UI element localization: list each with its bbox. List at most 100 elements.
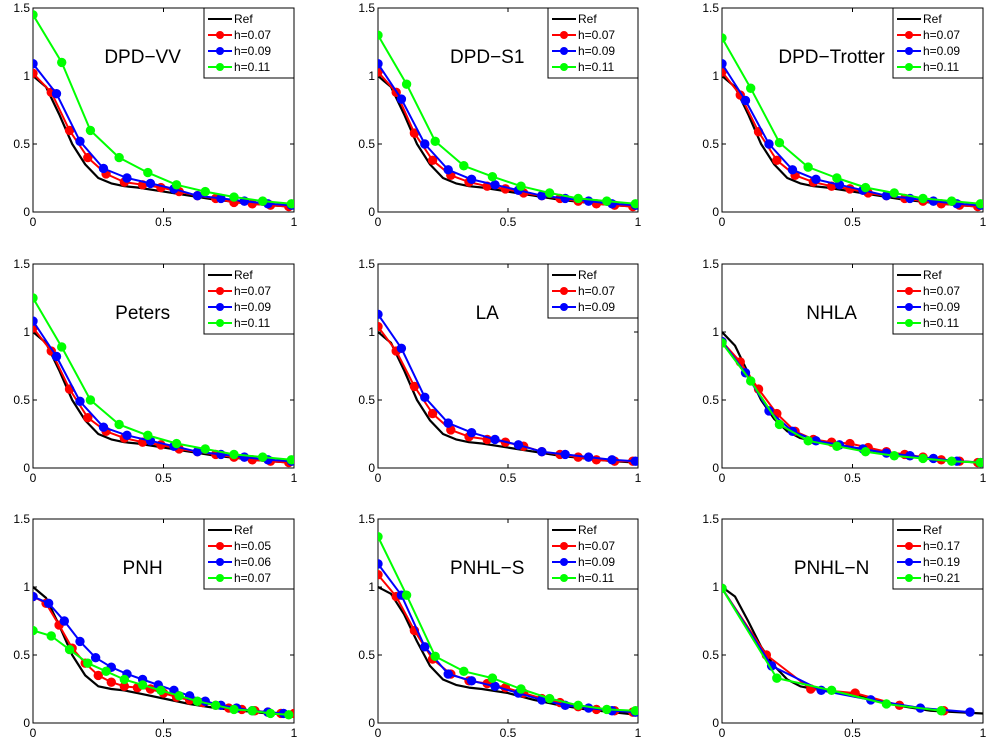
series-h-0-11-point [803,436,813,446]
legend-label: h=0.11 [234,316,270,330]
y-tick-label: 1 [23,325,30,339]
series-h-0-09-point [490,180,500,190]
series-h-0-09-point [490,434,500,445]
series-h-0-11-line [33,297,292,461]
x-tick-label: 1 [291,726,298,740]
series-h-0-11-point [459,161,469,171]
series-h-0-11-point [257,452,268,462]
plot-area [33,293,294,468]
legend-marker [216,542,224,550]
series-h-0-09-point [583,452,594,462]
series-h-0-07-point [119,674,130,685]
legend: Ref h=0.07 h=0.09 h=0.11 [203,263,295,335]
series-h-0-11-point [286,455,294,465]
legend-marker [216,303,224,311]
series-h-0-11-point [430,651,440,662]
panel-title: NHLA [806,303,857,324]
series-h-0-07-point [156,685,166,696]
series-h-0-11-point [85,395,96,405]
series-h-0-09-point [722,59,727,69]
legend-marker [905,287,913,295]
series-h-0-11-point [459,666,469,677]
legend-label: h=0.09 [923,44,960,58]
legend: Ref h=0.07 h=0.09 h=0.11 [892,263,984,335]
series-h-0-09-point [420,392,430,402]
legend-label: h=0.06 [234,555,271,569]
series-h-0-07-point [247,706,257,716]
y-tick-label: 1.5 [702,1,719,15]
series-h-0-11-line [722,37,981,205]
series-h-0-05-point [93,670,103,681]
legend-marker [560,287,568,295]
y-tick-label: 1 [368,325,375,339]
series-h-0-09-point [51,351,62,362]
series-h-0-11-line [378,536,636,712]
legend: Ref h=0.07 h=0.09 h=0.11 [203,7,295,79]
legend-marker [216,558,224,566]
series-h-0-09-point [75,136,85,146]
plot-area [722,33,983,212]
series-h-0-09-point [122,173,132,183]
series-h-0-09-point [420,642,430,652]
series-h-0-21-point [772,673,782,683]
legend-label: h=0.11 [234,60,270,74]
legend-marker [905,574,913,582]
plot-area [33,586,294,720]
x-tick-label: 0.5 [155,726,172,740]
legend-label: Ref [578,523,597,537]
series-h-0-11-point [746,376,756,386]
series-h-0-07-point [772,155,782,166]
series-h-0-11-line [33,14,292,205]
series-h-0-09-point [537,446,547,457]
y-tick-label: 1.5 [702,512,719,526]
series-h-0-09-point [630,456,638,466]
series-h-0-09-point [466,427,477,438]
y-tick-label: 0.5 [13,648,30,662]
series-h-0-21-point [826,685,837,696]
y-tick-label: 0.5 [358,137,375,151]
y-tick-label: 1 [23,69,30,83]
series-h-0-11-line [722,342,981,464]
legend-label: h=0.17 [923,539,960,553]
legend-marker [905,47,913,55]
series-h-0-09-point [443,418,453,428]
series-h-0-09-point [98,422,109,432]
legend-label: h=0.21 [923,571,960,585]
legend: Ref h=0.05 h=0.06 h=0.07 [203,518,295,590]
series-h-0-11-point [33,10,38,20]
series-h-0-09-point [192,190,203,201]
panel-peters: 0 0.5 1 0 0.5 1 1.5 Peters Ref h=0.07 h=0.09 h=0.11 [13,257,297,485]
y-tick-label: 1 [368,580,375,594]
series-h-0-11-point [286,199,294,209]
y-tick-label: 0.5 [13,393,30,407]
series-h-0-09-point [33,59,38,69]
series-h-0-05-point [106,677,117,687]
panel-title: PNH [123,558,163,579]
series-h-0-09-point [75,396,85,407]
series-h-0-11-point [860,446,871,457]
series-h-0-21-point [722,583,727,594]
series-h-0-11-point [722,33,727,43]
series-h-0-11-point [602,704,612,715]
plot-area [378,531,638,717]
legend-label: Ref [923,12,942,26]
series-h-0-06-point [75,636,85,647]
panel-nhla: 0 0.5 1 0 0.5 1 1.5 NHLA Ref h=0.07 h=0.09 h=0.11 [702,257,986,485]
series-h-0-11-point [229,192,239,202]
series-h-0-09-point [764,139,774,149]
y-tick-label: 0 [23,205,30,219]
series-h-0-09-point [378,309,383,320]
y-tick-label: 0.5 [13,137,30,151]
y-tick-label: 1.5 [358,257,375,271]
panel-title: PNHL−N [794,558,870,579]
series-h-0-11-point [544,188,555,198]
series-h-0-11-point [573,700,583,711]
plot-area [33,10,294,212]
x-tick-label: 0.5 [500,726,517,740]
series-h-0-11-point [143,430,153,441]
y-tick-label: 1 [712,580,719,594]
panel-dpd-s1: 0 0.5 1 0 0.5 1 1.5 DPD−S1 Ref h=0.07 h=0.09 h=0.11 [358,1,641,229]
series-h-0-09-point [513,440,524,450]
series-h-0-11-point [378,30,383,40]
